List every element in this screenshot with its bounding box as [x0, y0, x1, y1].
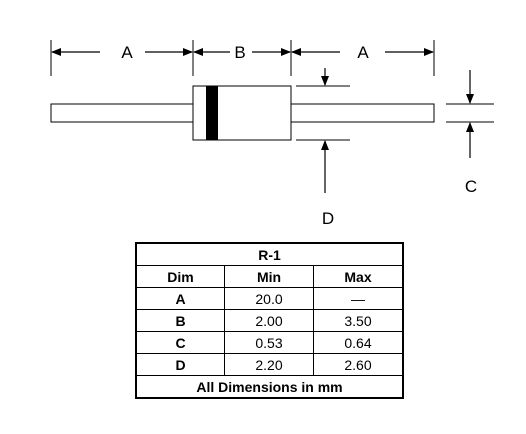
row-max: 0.64	[313, 331, 404, 354]
table-row: A 20.0 —	[135, 287, 404, 310]
row-dim: A	[135, 287, 225, 310]
table-row: C 0.53 0.64	[135, 331, 404, 354]
header-dim: Dim	[135, 265, 225, 288]
row-max: 2.60	[313, 353, 404, 376]
dimension-c	[446, 70, 494, 158]
dimensions-table: R-1 Dim Min Max A 20.0 — B 2.00 3.50 C 0…	[135, 242, 404, 399]
row-min: 2.20	[224, 353, 314, 376]
row-dim: D	[135, 353, 225, 376]
row-min: 2.00	[224, 309, 314, 332]
extension-lines	[50, 40, 435, 76]
table-title-row: R-1	[135, 242, 404, 266]
table-header-row: Dim Min Max	[135, 265, 404, 288]
label-a-right: A	[357, 43, 369, 62]
label-b: B	[234, 43, 245, 62]
header-min: Min	[224, 265, 314, 288]
header-max: Max	[313, 265, 404, 288]
label-a-left: A	[121, 43, 133, 62]
row-dim: B	[135, 309, 225, 332]
diode-outline-drawing: A B A D	[50, 40, 494, 228]
left-lead	[50, 103, 194, 123]
right-lead	[290, 103, 435, 123]
table-row: B 2.00 3.50	[135, 309, 404, 332]
cathode-band	[206, 86, 218, 140]
label-d: D	[322, 209, 334, 228]
row-min: 0.53	[224, 331, 314, 354]
dimension-d	[296, 68, 350, 193]
row-min: 20.0	[224, 287, 314, 310]
row-dim: C	[135, 331, 225, 354]
label-c: C	[465, 177, 477, 196]
package-name: R-1	[135, 242, 404, 266]
table-row: D 2.20 2.60	[135, 353, 404, 376]
table-footer-row: All Dimensions in mm	[135, 375, 404, 399]
row-max: 3.50	[313, 309, 404, 332]
table-footer-note: All Dimensions in mm	[135, 375, 404, 399]
row-max: —	[313, 287, 404, 310]
